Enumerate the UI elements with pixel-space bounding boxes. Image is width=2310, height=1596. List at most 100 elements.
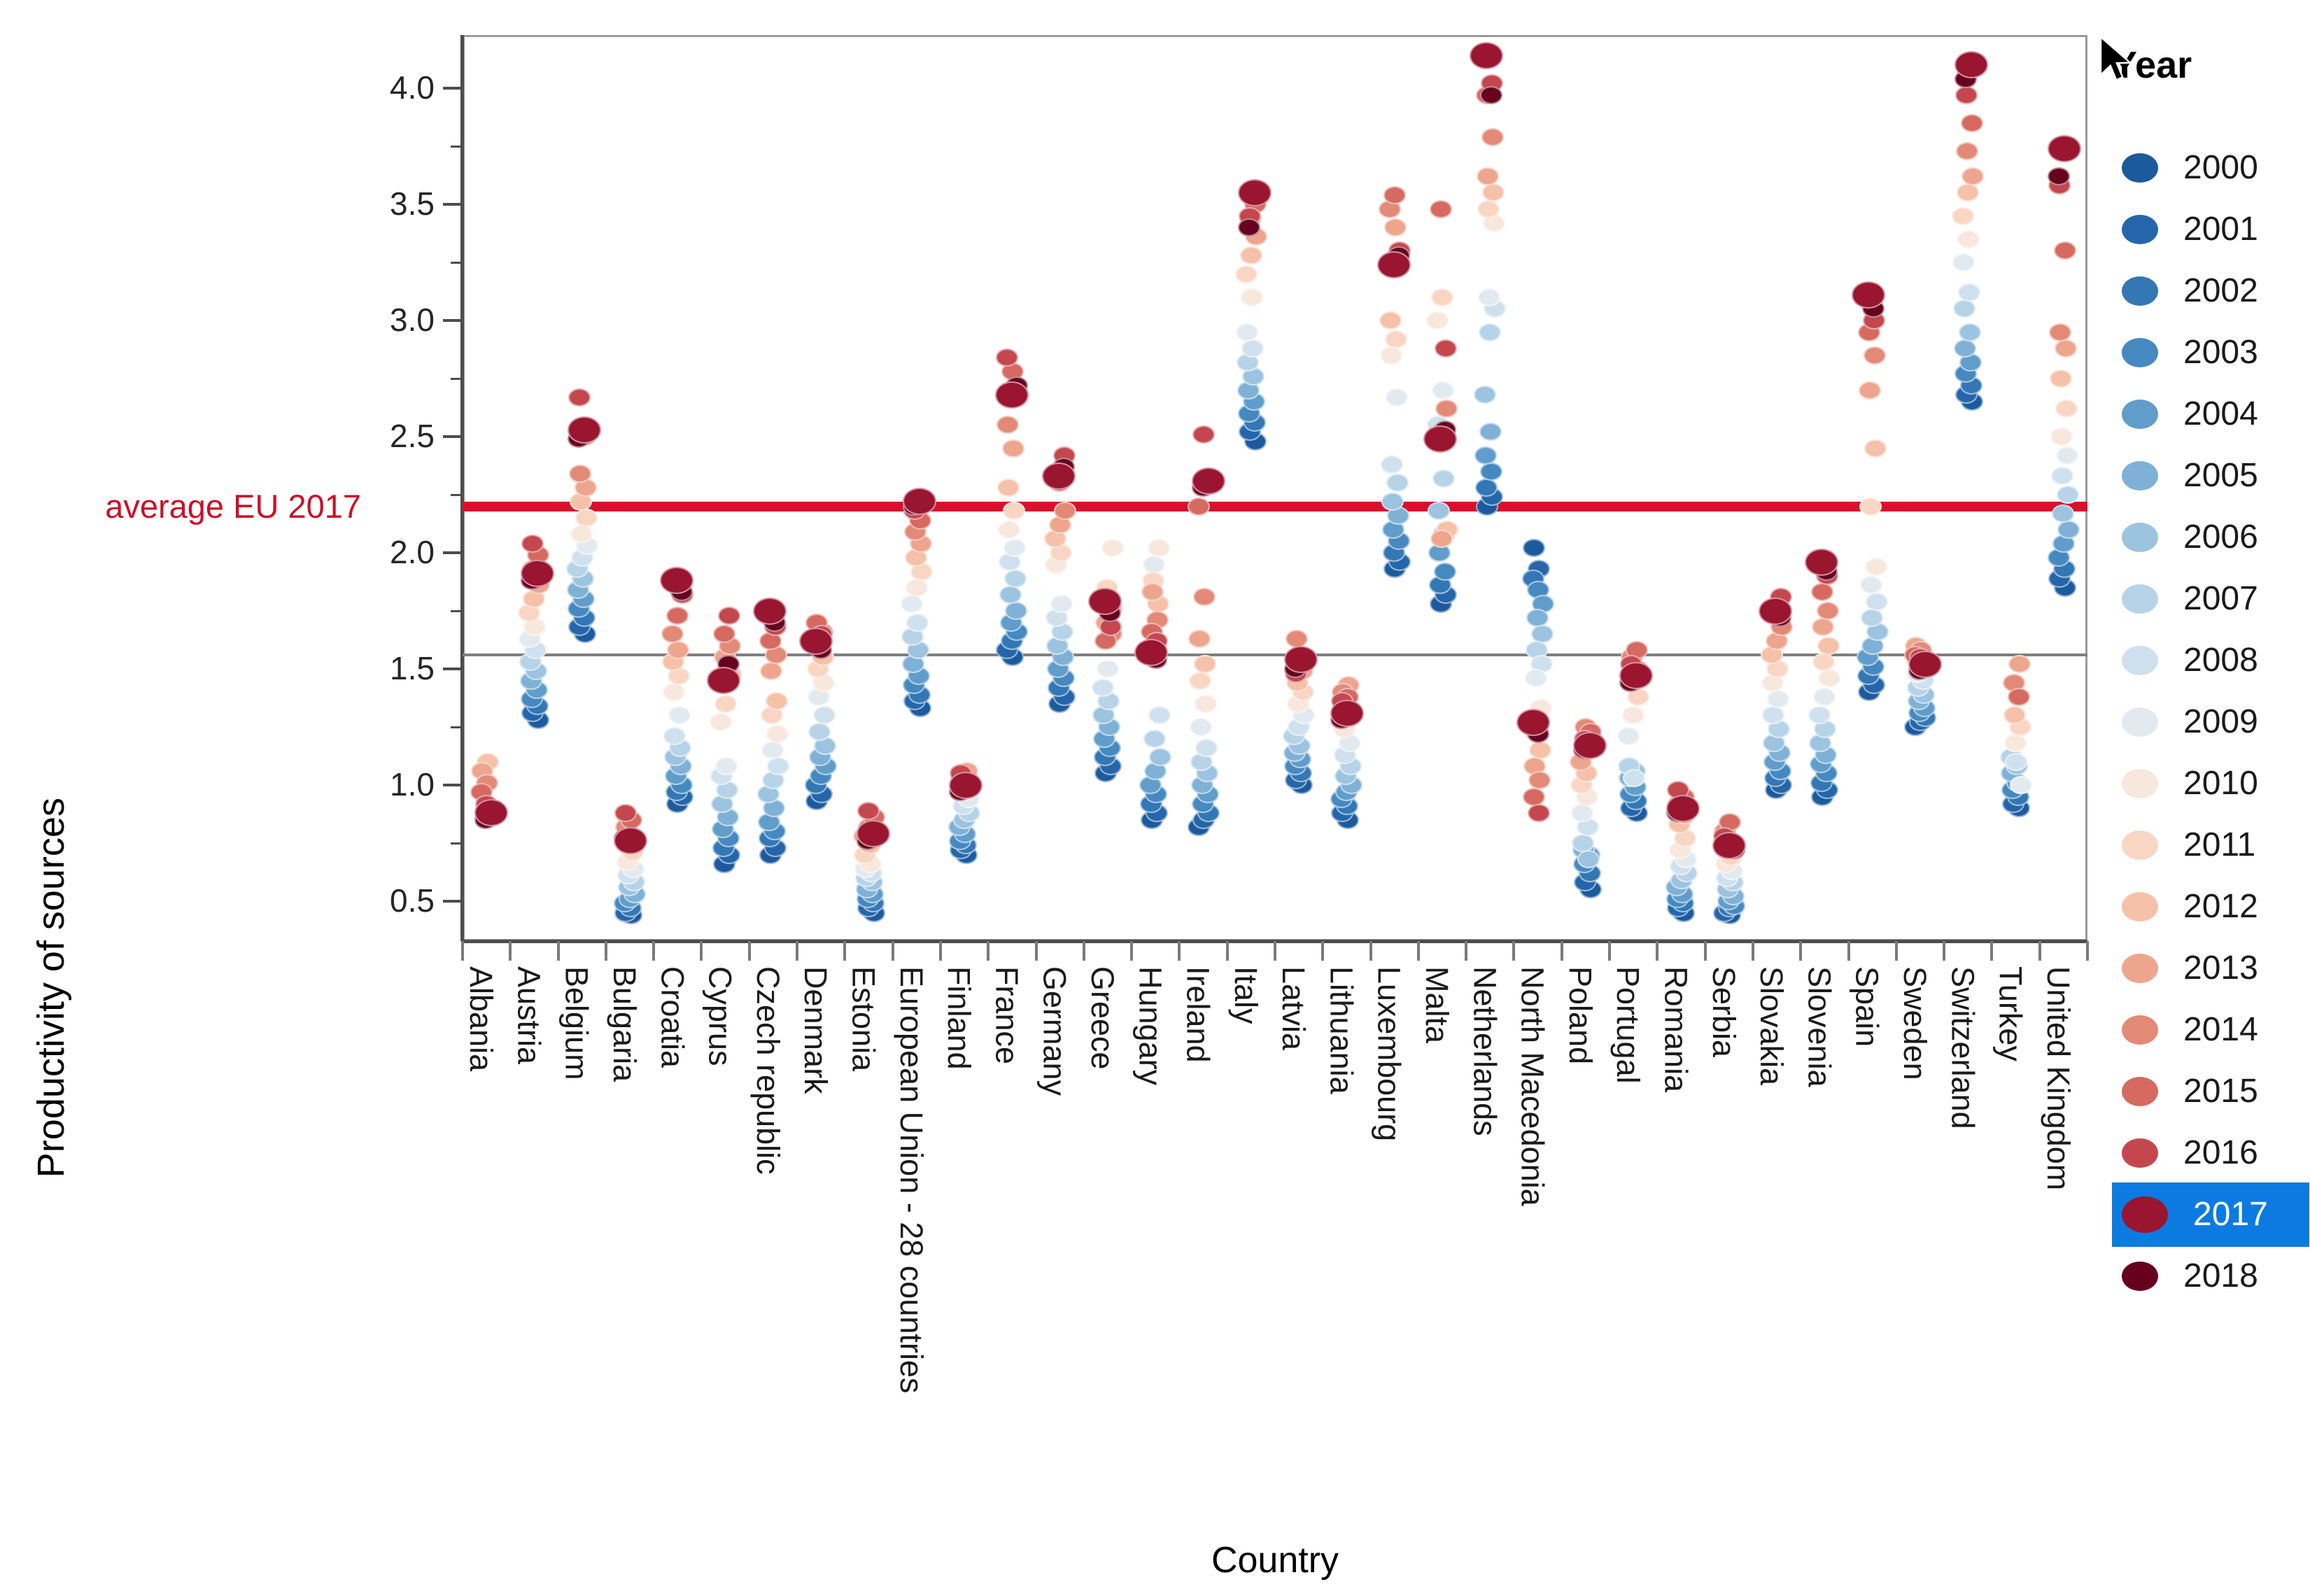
data-point [717,606,740,625]
legend-label-2017: 2017 [2193,1196,2268,1233]
x-boundary-tick [796,941,799,961]
legend-item-2006[interactable]: 2006 [2122,509,2258,565]
legend-item-2013[interactable]: 2013 [2122,940,2258,996]
legend-label-2015: 2015 [2183,1073,2258,1110]
x-tick-label: Ireland [1180,966,1216,1063]
data-point [1859,576,1882,595]
x-tick-label: Luxembourg [1371,966,1407,1142]
legend-item-2017[interactable]: 2017 [2122,1187,2268,1243]
x-boundary-tick [1943,941,1946,961]
x-boundary-tick [1847,941,1850,961]
y-major-tick [443,551,463,554]
legend-item-2005[interactable]: 2005 [2122,448,2258,504]
legend-item-2012[interactable]: 2012 [2122,879,2258,935]
data-point [996,416,1020,435]
data-point [1237,218,1260,237]
data-point [997,479,1020,497]
legend-item-2018[interactable]: 2018 [2122,1248,2258,1304]
data-point [1474,446,1498,465]
x-tick-label: Lithuania [1323,966,1360,1094]
data-point [1958,283,1981,302]
legend-swatch-2003 [2122,338,2158,367]
data-point-2017 [1330,699,1365,727]
data-point [1475,479,1498,497]
data-point [1479,423,1502,442]
legend-item-2015[interactable]: 2015 [2122,1064,2258,1120]
legend-swatch-2002 [2122,276,2158,306]
legend-item-2003[interactable]: 2003 [2122,325,2258,381]
x-axis-title: Country [1211,1540,1339,1581]
legend-item-2000[interactable]: 2000 [2122,140,2258,196]
legend-swatch-2014 [2122,1015,2158,1045]
legend-item-2011[interactable]: 2011 [2122,817,2255,873]
data-point-2017 [949,771,983,799]
legend-label-2002: 2002 [2183,272,2258,309]
y-tick-label: 1.0 [390,766,435,803]
x-boundary-tick [509,941,512,961]
data-point [1623,769,1646,788]
legend-swatch-2011 [2122,831,2158,860]
data-point [1143,729,1167,748]
data-point [663,683,686,702]
data-point [1480,462,1503,481]
data-point-2017 [995,381,1029,409]
data-point [1812,653,1836,672]
legend-swatch-2013 [2122,954,2158,983]
legend-item-2014[interactable]: 2014 [2122,1002,2258,1058]
data-point [1864,557,1887,576]
legend-label-2012: 2012 [2183,888,2258,925]
data-point [857,801,880,820]
x-boundary-tick [987,941,990,961]
legend-item-2009[interactable]: 2009 [2122,694,2258,750]
data-point-2017 [1470,42,1504,70]
data-point [666,606,689,625]
x-tick-label: Portugal [1610,966,1647,1084]
data-point [2050,467,2073,486]
x-tick-label: Switzerland [1945,966,1981,1129]
mouse-cursor-icon [2099,35,2133,81]
legend-item-2007[interactable]: 2007 [2122,571,2258,627]
data-point [1860,608,1883,627]
data-point [1959,323,1982,341]
x-boundary-tick [700,941,703,961]
data-point [1053,502,1076,521]
x-tick-label: Czech republic [749,966,786,1175]
data-point-2017 [1516,708,1550,736]
legend-item-2001[interactable]: 2001 [2122,202,2258,257]
data-point-2017 [1134,639,1169,667]
data-point [1189,718,1212,736]
data-point [1478,288,1501,306]
y-minor-tick [451,377,463,380]
x-tick-label: Turkey [1992,966,2029,1061]
data-point [1955,85,1978,104]
data-point [1435,339,1458,358]
legend-item-2010[interactable]: 2010 [2122,756,2258,812]
legend-item-2008[interactable]: 2008 [2122,633,2258,688]
y-minor-tick [451,145,463,148]
legend-swatch-2000 [2122,153,2158,183]
x-tick-label: Finland [941,966,978,1070]
data-point [1379,311,1402,330]
data-point-2017 [902,488,936,516]
x-tick-label: Croatia [654,966,691,1068]
data-point [1379,346,1402,365]
data-point [1386,474,1409,493]
y-major-tick [443,203,463,206]
data-point [712,625,735,644]
legend-item-2016[interactable]: 2016 [2122,1125,2258,1181]
legend-item-2004[interactable]: 2004 [2122,386,2258,442]
legend-item-2002[interactable]: 2002 [2122,263,2258,319]
data-point [2053,241,2076,260]
x-boundary-tick [891,941,894,961]
data-point [1240,288,1263,306]
data-point-2017 [1572,732,1607,760]
data-point-2017 [1087,588,1122,616]
data-point [1474,386,1497,404]
data-point [813,706,836,725]
data-point [614,803,638,822]
data-point [1241,339,1264,358]
data-point-2017 [1376,250,1411,278]
legend-swatch-2008 [2122,646,2158,675]
x-tick-label: Italy [1227,966,1264,1024]
data-point [1570,803,1593,822]
